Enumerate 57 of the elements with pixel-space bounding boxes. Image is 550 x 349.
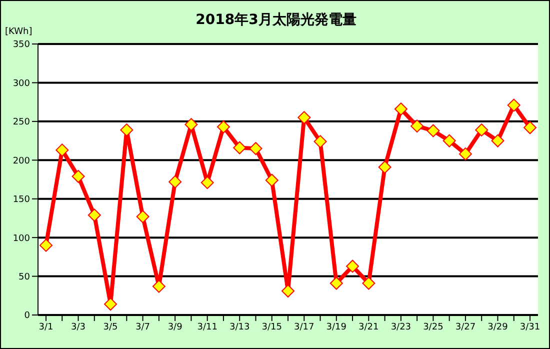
y-axis-title: [KWh] [5, 27, 32, 37]
point [346, 260, 360, 273]
point [56, 144, 69, 157]
x-tick-label: 3/1 [38, 322, 54, 332]
x-tick-label: 3/5 [103, 322, 118, 332]
y-tick-label: 250 [12, 118, 30, 128]
point [458, 147, 472, 160]
x-tick-label: 3/15 [262, 322, 282, 332]
point [298, 111, 311, 124]
x-tick-label: 3/27 [455, 322, 476, 332]
y-tick-label: 300 [12, 78, 30, 89]
point [104, 298, 118, 311]
x-tick-label: 3/21 [358, 322, 379, 332]
point [362, 276, 376, 290]
point [394, 102, 408, 116]
x-tick-label: 3/19 [326, 322, 347, 332]
point [410, 120, 424, 133]
point [88, 208, 101, 222]
y-tick-label: 100 [12, 234, 30, 244]
point [507, 98, 520, 112]
x-tick-label: 3/3 [71, 322, 86, 332]
y-tick-label: 150 [12, 195, 30, 206]
y-tick-label: 50 [18, 272, 30, 282]
y-tick-label: 200 [12, 156, 30, 166]
point [249, 142, 262, 156]
point [265, 174, 278, 187]
x-tick-label: 3/29 [488, 322, 508, 332]
y-tick-label: 350 [12, 40, 30, 50]
x-tick-label: 3/7 [136, 322, 150, 332]
point [168, 175, 182, 188]
point [524, 121, 536, 134]
point [491, 134, 504, 148]
x-tick-label: 3/13 [229, 322, 250, 332]
point [216, 120, 230, 134]
point [184, 118, 198, 132]
point [330, 276, 343, 290]
point [152, 280, 166, 293]
x-tick-label: 3/9 [168, 322, 183, 332]
y-tick-label: 0 [24, 311, 30, 322]
point [282, 284, 294, 298]
point [475, 123, 488, 136]
point [442, 134, 456, 148]
x-tick-label: 3/11 [197, 322, 218, 332]
point [120, 123, 134, 136]
point [200, 176, 214, 190]
point [136, 210, 150, 224]
x-tick-label: 3/31 [520, 322, 540, 332]
chart-title: 2018年3月太陽光発電量 [196, 12, 356, 28]
x-tick-label: 3/23 [390, 322, 412, 332]
x-tick-label: 3/25 [423, 322, 444, 332]
point [233, 141, 246, 154]
point [40, 238, 52, 252]
point [72, 170, 85, 183]
point [378, 160, 392, 174]
point [314, 135, 327, 148]
point [426, 124, 440, 138]
x-tick-label: 3/17 [294, 322, 314, 332]
